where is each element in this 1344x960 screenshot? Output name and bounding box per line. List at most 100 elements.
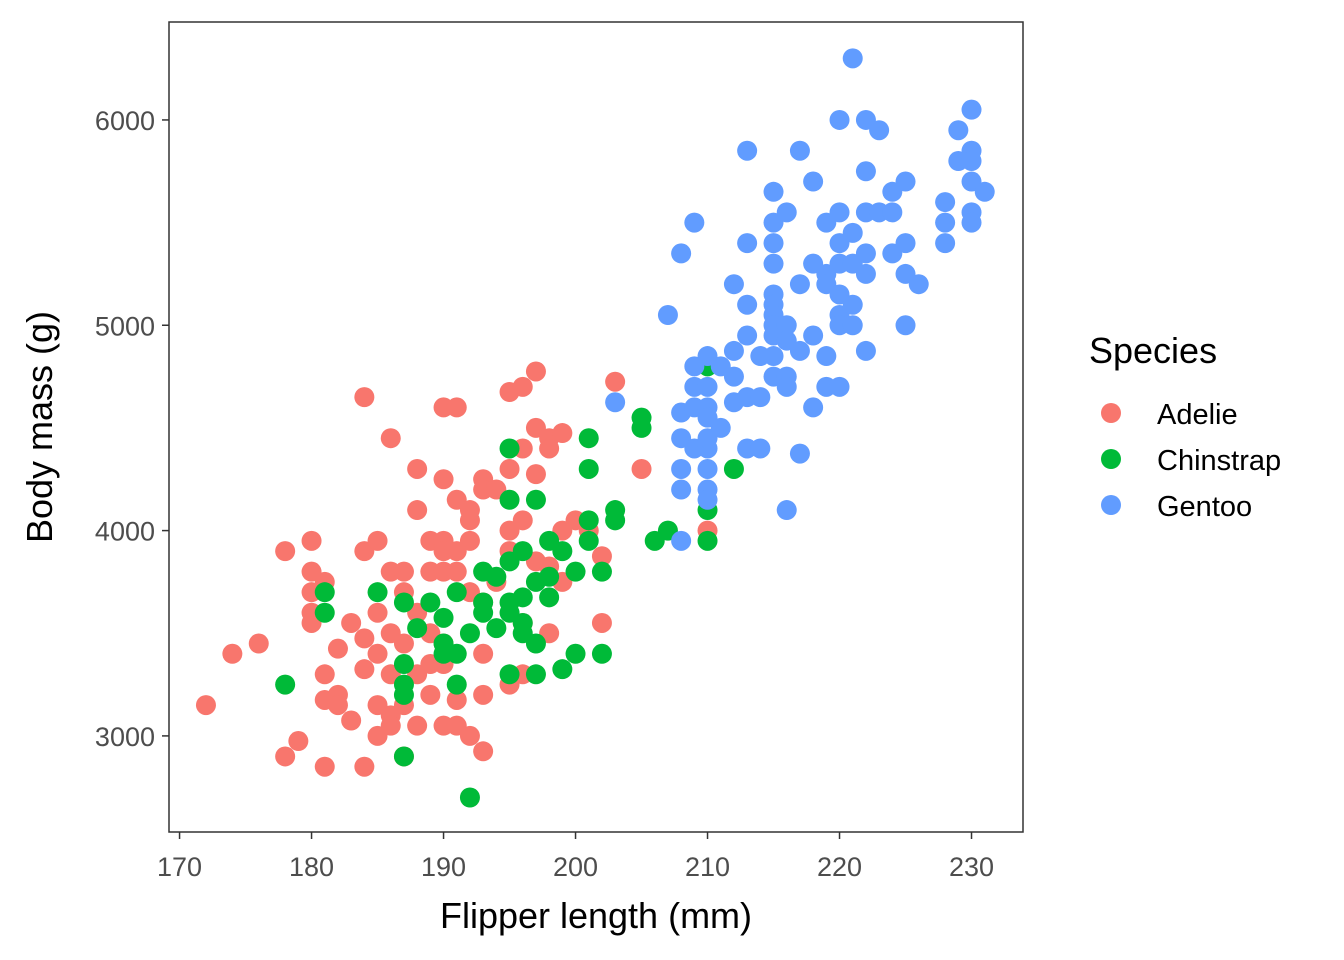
point-chinstrap <box>539 587 560 608</box>
point-gentoo <box>974 181 995 202</box>
point-gentoo <box>737 140 758 161</box>
point-adelie <box>459 510 480 531</box>
point-adelie <box>539 438 560 459</box>
point-gentoo <box>842 294 863 315</box>
point-gentoo <box>789 443 810 464</box>
x-tick-label: 210 <box>685 852 730 882</box>
point-adelie <box>631 458 652 479</box>
y-tick-label: 5000 <box>95 311 155 341</box>
point-gentoo <box>723 340 744 361</box>
point-adelie <box>459 530 480 551</box>
point-adelie <box>393 633 414 654</box>
point-adelie <box>327 695 348 716</box>
point-adelie <box>248 633 269 654</box>
legend-key-adelie <box>1101 403 1121 423</box>
point-adelie <box>341 612 362 633</box>
legend: Species Adelie Chinstrap Gentoo <box>1089 330 1281 523</box>
point-chinstrap <box>525 489 546 510</box>
y-axis-title: Body mass (g) <box>19 311 60 543</box>
point-adelie <box>314 756 335 777</box>
point-chinstrap <box>591 643 612 664</box>
point-adelie <box>433 469 454 490</box>
point-adelie <box>327 638 348 659</box>
point-adelie <box>288 731 309 752</box>
point-chinstrap <box>565 561 586 582</box>
point-gentoo <box>829 109 850 130</box>
point-chinstrap <box>459 623 480 644</box>
point-gentoo <box>763 233 784 254</box>
point-adelie <box>552 423 573 444</box>
point-gentoo <box>697 376 718 397</box>
point-chinstrap <box>578 458 599 479</box>
point-gentoo <box>829 202 850 223</box>
point-gentoo <box>855 340 876 361</box>
point-gentoo <box>763 181 784 202</box>
point-chinstrap <box>446 643 467 664</box>
point-chinstrap <box>499 489 520 510</box>
point-adelie <box>367 643 388 664</box>
point-adelie <box>367 530 388 551</box>
point-adelie <box>380 428 401 449</box>
point-chinstrap <box>697 530 718 551</box>
point-chinstrap <box>512 541 533 562</box>
legend-label: Chinstrap <box>1157 445 1281 477</box>
point-adelie <box>275 746 296 767</box>
y-axis: 3000 4000 5000 6000 <box>95 106 169 752</box>
point-gentoo <box>855 243 876 264</box>
y-tick-label: 6000 <box>95 106 155 136</box>
point-adelie <box>446 397 467 418</box>
point-gentoo <box>803 325 824 346</box>
point-gentoo <box>671 243 692 264</box>
y-tick-label: 4000 <box>95 517 155 547</box>
point-adelie <box>354 756 375 777</box>
point-adelie <box>446 689 467 710</box>
legend-key-chinstrap <box>1101 449 1121 469</box>
point-chinstrap <box>499 664 520 685</box>
point-chinstrap <box>578 510 599 531</box>
point-gentoo <box>671 530 692 551</box>
point-gentoo <box>789 340 810 361</box>
point-chinstrap <box>433 607 454 628</box>
point-gentoo <box>816 346 837 367</box>
point-chinstrap <box>393 684 414 705</box>
point-adelie <box>367 602 388 623</box>
point-adelie <box>314 664 335 685</box>
point-adelie <box>195 695 216 716</box>
point-gentoo <box>671 479 692 500</box>
point-adelie <box>473 684 494 705</box>
legend-title: Species <box>1089 330 1217 371</box>
point-gentoo <box>723 366 744 387</box>
point-chinstrap <box>499 438 520 459</box>
x-tick-label: 170 <box>157 852 202 882</box>
point-gentoo <box>750 438 771 459</box>
point-adelie <box>525 464 546 485</box>
point-adelie <box>446 561 467 582</box>
point-chinstrap <box>578 428 599 449</box>
point-gentoo <box>895 171 916 192</box>
legend-label: Gentoo <box>1157 491 1252 523</box>
x-tick-label: 190 <box>421 852 466 882</box>
point-chinstrap <box>565 643 586 664</box>
point-adelie <box>591 612 612 633</box>
point-chinstrap <box>446 674 467 695</box>
point-chinstrap <box>552 541 573 562</box>
point-gentoo <box>855 161 876 182</box>
point-adelie <box>407 500 428 521</box>
point-gentoo <box>882 202 903 223</box>
point-gentoo <box>895 233 916 254</box>
point-chinstrap <box>393 746 414 767</box>
point-gentoo <box>605 392 626 413</box>
point-gentoo <box>776 376 797 397</box>
point-gentoo <box>723 274 744 295</box>
point-chinstrap <box>552 659 573 680</box>
point-adelie <box>341 710 362 731</box>
point-gentoo <box>935 192 956 213</box>
x-tick-label: 200 <box>553 852 598 882</box>
x-tick-label: 220 <box>817 852 862 882</box>
point-chinstrap <box>407 618 428 639</box>
point-adelie <box>473 741 494 762</box>
point-gentoo <box>908 274 929 295</box>
point-adelie <box>354 628 375 649</box>
point-adelie <box>222 643 243 664</box>
